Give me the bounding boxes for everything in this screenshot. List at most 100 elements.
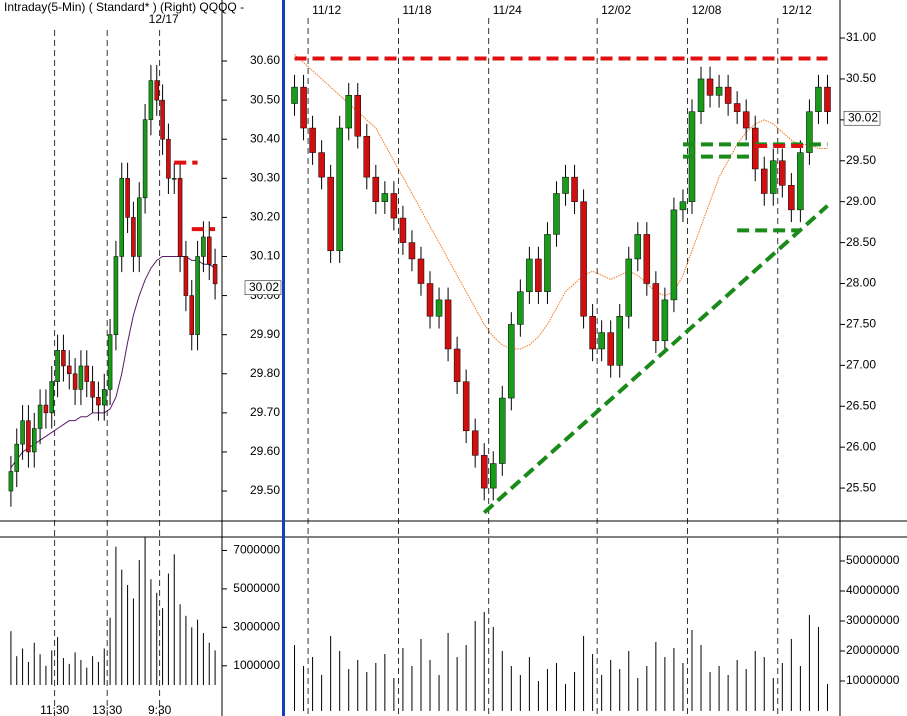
candle-body xyxy=(670,209,678,301)
candle-body xyxy=(553,193,560,235)
candle-body xyxy=(806,111,813,153)
volume-tick-label: 5000000 xyxy=(233,581,280,595)
candle-body xyxy=(183,256,189,296)
y-tick-label: 31.00 xyxy=(846,30,876,44)
candle-body xyxy=(770,160,777,194)
candle-body xyxy=(381,193,389,202)
candle-body xyxy=(426,283,434,317)
candle-body xyxy=(14,443,19,472)
y-tick-label: 30.60 xyxy=(250,53,280,67)
candle-body xyxy=(562,176,569,194)
moving-average xyxy=(294,54,828,350)
candle-body xyxy=(715,86,723,96)
candle-body xyxy=(84,365,89,382)
candle-body xyxy=(580,201,587,317)
candle-body xyxy=(345,95,352,129)
candle-body xyxy=(499,397,506,464)
candle-body xyxy=(480,455,488,489)
last-price-box xyxy=(244,280,282,296)
candle-body xyxy=(408,242,416,260)
candle-body xyxy=(318,152,325,178)
candle-body xyxy=(526,258,533,292)
candle-body xyxy=(724,86,732,104)
candle-body xyxy=(535,258,542,292)
candle-body xyxy=(598,332,605,350)
candle-body xyxy=(61,350,66,367)
x-tick-label: 12/02 xyxy=(601,3,631,17)
candle-body xyxy=(37,404,43,429)
chart-title: Intraday(5-Min) ( Standard* ) (Right) QQ… xyxy=(4,0,244,14)
y-tick-label: 29.90 xyxy=(250,327,280,341)
candle-body xyxy=(78,365,84,390)
candle-body xyxy=(336,127,343,252)
divider xyxy=(282,0,285,716)
y-tick-label: 30.50 xyxy=(846,71,876,85)
candle-body xyxy=(589,315,596,350)
candle-body xyxy=(8,471,14,492)
candle-body xyxy=(815,86,822,112)
volume-tick-label: 1000000 xyxy=(233,658,280,672)
annotation-line xyxy=(482,204,829,515)
candle-body xyxy=(291,86,298,104)
y-tick-label: 27.50 xyxy=(846,317,876,331)
candle-body xyxy=(742,111,750,129)
candle-body xyxy=(354,95,361,137)
volume-tick-label: 10000000 xyxy=(846,673,900,687)
y-tick-label: 30.20 xyxy=(250,210,280,224)
candle-body xyxy=(363,135,371,178)
candle-body xyxy=(679,201,687,211)
y-tick-label: 29.50 xyxy=(250,483,280,497)
y-tick-label: 25.50 xyxy=(846,480,876,494)
candle-body xyxy=(797,152,804,211)
candle-body xyxy=(20,420,25,445)
candle-body xyxy=(399,217,407,243)
candle-body xyxy=(102,389,107,406)
candle-body xyxy=(166,138,171,179)
candle-body xyxy=(706,78,714,96)
candle-body xyxy=(616,315,623,366)
candle-body xyxy=(107,334,113,390)
candle-body xyxy=(544,234,551,292)
candle-body xyxy=(131,217,136,257)
candle-body xyxy=(625,258,632,317)
candle-body xyxy=(195,256,200,335)
candle-body xyxy=(634,234,642,260)
y-tick-label: 30.30 xyxy=(250,170,280,184)
candle-body xyxy=(444,299,452,350)
candle-body xyxy=(490,463,497,489)
volume-tick-label: 7000000 xyxy=(233,543,280,557)
candle-body xyxy=(607,332,614,366)
candle-body xyxy=(119,178,124,257)
candle-body xyxy=(453,348,461,382)
candle-body xyxy=(189,295,194,335)
candle-body xyxy=(652,283,660,342)
session-label: 12/17 xyxy=(149,12,179,26)
candle-body xyxy=(661,299,669,342)
last-price-label: 30.02 xyxy=(848,110,878,124)
y-tick-label: 28.00 xyxy=(846,276,876,290)
x-tick-label: 11/12 xyxy=(312,3,341,17)
candle-body xyxy=(779,160,786,186)
candle-body xyxy=(327,176,334,252)
candle-body xyxy=(309,127,316,153)
candle-body xyxy=(172,178,177,180)
candle-body xyxy=(697,78,705,112)
candle-body xyxy=(96,396,101,406)
last-price-box xyxy=(843,110,881,126)
y-tick-label: 29.60 xyxy=(250,444,280,458)
y-tick-label: 26.50 xyxy=(846,398,876,412)
x-tick-label: 11/18 xyxy=(402,3,431,17)
y-tick-label: 29.00 xyxy=(846,194,876,208)
candle-body xyxy=(137,197,142,257)
y-tick-label: 29.70 xyxy=(250,405,280,419)
y-tick-label: 26.00 xyxy=(846,439,876,453)
x-tick-label: 13:30 xyxy=(92,703,122,716)
x-tick-label: 11/24 xyxy=(493,3,522,17)
candle-body xyxy=(177,178,183,257)
y-tick-label: 30.40 xyxy=(250,131,280,145)
candle-body xyxy=(751,127,759,170)
y-tick-label: 29.80 xyxy=(250,366,280,380)
candle-body xyxy=(372,176,380,202)
candle-body xyxy=(142,119,148,199)
